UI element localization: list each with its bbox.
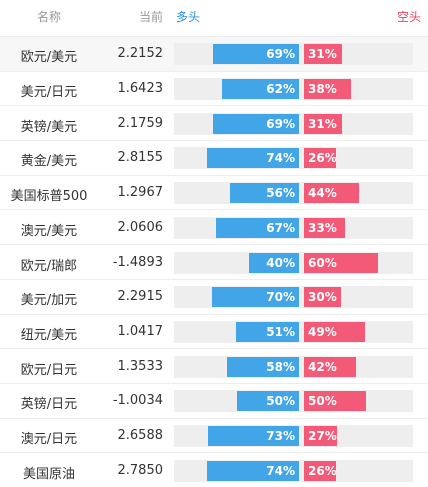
pair-name: 美元/日元 (20, 85, 78, 101)
short-label: 27% (308, 429, 337, 444)
short-bar: 42% (304, 356, 357, 377)
long-bar: 67% (215, 217, 299, 238)
pair-name: 英镑/美元 (20, 119, 78, 135)
short-label: 44% (308, 186, 337, 201)
short-bar: 50% (304, 391, 366, 412)
short-label: 26% (308, 151, 337, 166)
long-label: 74% (266, 463, 295, 478)
long-bar: 69% (213, 44, 299, 65)
long-label: 74% (266, 151, 295, 166)
table-row: 黄金/美元 2.8155 74% 26% (0, 141, 428, 176)
price: -1.4893 (112, 254, 163, 270)
table-row: 美元/日元 1.6423 62% 38% (0, 71, 428, 107)
short-bar: 33% (304, 217, 345, 238)
price: 2.6588 (117, 428, 164, 444)
pair-name: 澳元/日元 (20, 432, 78, 448)
short-label: 42% (308, 359, 337, 374)
long-bar: 58% (227, 356, 299, 377)
header-short: 空头 (396, 10, 421, 24)
table-row: 英镑/日元 -1.0034 50% 50% (0, 384, 428, 419)
short-bar: 49% (304, 321, 365, 342)
header-name: 名称 (36, 10, 61, 24)
table-row: 澳元/日元 2.6588 73% 27% (0, 418, 428, 454)
long-bar: 70% (212, 287, 299, 308)
table-row: 欧元/瑞郎 -1.4893 40% 60% (0, 245, 428, 280)
price: 2.2915 (117, 289, 164, 305)
price: 1.0417 (117, 323, 164, 339)
short-label: 60% (308, 255, 337, 270)
long-label: 70% (266, 290, 295, 305)
long-bar: 56% (229, 183, 299, 204)
long-label: 62% (266, 82, 295, 97)
short-bar: 44% (304, 183, 359, 204)
header-divider (0, 36, 428, 37)
short-label: 31% (308, 47, 337, 62)
pair-name: 美国原油 (22, 466, 75, 482)
price: 2.0606 (117, 219, 164, 235)
short-label: 38% (308, 82, 337, 97)
table-row: 美国标普500 1.2967 56% 44% (0, 175, 428, 211)
table-row: 欧元/日元 1.3533 58% 42% (0, 349, 428, 384)
table-row: 美国原油 2.7850 74% 26% (0, 453, 428, 487)
long-bar: 74% (207, 460, 299, 481)
short-label: 50% (308, 394, 337, 409)
short-bar: 27% (304, 426, 338, 447)
price: 2.1759 (117, 115, 164, 131)
long-label: 69% (266, 116, 295, 131)
pair-name: 美元/加元 (20, 293, 78, 309)
long-label: 67% (266, 220, 295, 235)
pair-name: 英镑/日元 (20, 397, 78, 413)
price: 1.3533 (117, 358, 164, 374)
price: 2.2152 (117, 46, 164, 62)
long-label: 40% (266, 255, 295, 270)
price: 2.8155 (117, 150, 164, 166)
long-bar: 74% (207, 148, 299, 169)
short-label: 30% (308, 290, 337, 305)
pair-name: 欧元/日元 (20, 362, 78, 378)
header-price: 当前 (138, 10, 163, 24)
long-label: 56% (266, 186, 295, 201)
long-bar: 40% (249, 252, 299, 273)
short-bar: 31% (304, 113, 343, 134)
short-bar: 26% (304, 148, 337, 169)
long-bar: 51% (235, 321, 299, 342)
pair-name: 美国标普500 (10, 189, 88, 205)
table-row: 纽元/美元 1.0417 51% 49% (0, 314, 428, 350)
long-label: 58% (266, 359, 295, 374)
short-label: 49% (308, 324, 337, 339)
pair-name: 欧元/瑞郎 (20, 258, 78, 274)
short-bar: 30% (304, 287, 342, 308)
long-bar: 73% (208, 426, 299, 447)
pair-name: 黄金/美元 (20, 154, 78, 170)
long-label: 50% (266, 394, 295, 409)
table-row: 美元/加元 2.2915 70% 30% (0, 279, 428, 315)
pair-name: 澳元/美元 (20, 223, 78, 239)
short-bar: 26% (304, 460, 337, 481)
pair-name: 纽元/美元 (20, 327, 78, 343)
price: 2.7850 (117, 462, 164, 478)
short-label: 33% (308, 220, 337, 235)
price: -1.0034 (112, 393, 163, 409)
long-bar: 62% (222, 79, 299, 100)
table-row: 欧元/美元 2.2152 69% 31% (0, 37, 428, 72)
long-label: 69% (266, 47, 295, 62)
short-bar: 31% (304, 44, 343, 65)
long-label: 51% (266, 324, 295, 339)
short-label: 26% (308, 463, 337, 478)
short-bar: 38% (304, 79, 352, 100)
short-bar: 60% (304, 252, 379, 273)
table-row: 英镑/美元 2.1759 69% 31% (0, 106, 428, 142)
long-label: 73% (266, 429, 295, 444)
pair-name: 欧元/美元 (20, 50, 78, 66)
table-row: 澳元/美元 2.0606 67% 33% (0, 210, 428, 246)
price: 1.2967 (117, 185, 164, 201)
header-long: 多头 (176, 10, 201, 24)
long-bar: 69% (213, 113, 299, 134)
short-label: 31% (308, 116, 337, 131)
price: 1.6423 (117, 81, 164, 97)
long-bar: 50% (237, 391, 299, 412)
